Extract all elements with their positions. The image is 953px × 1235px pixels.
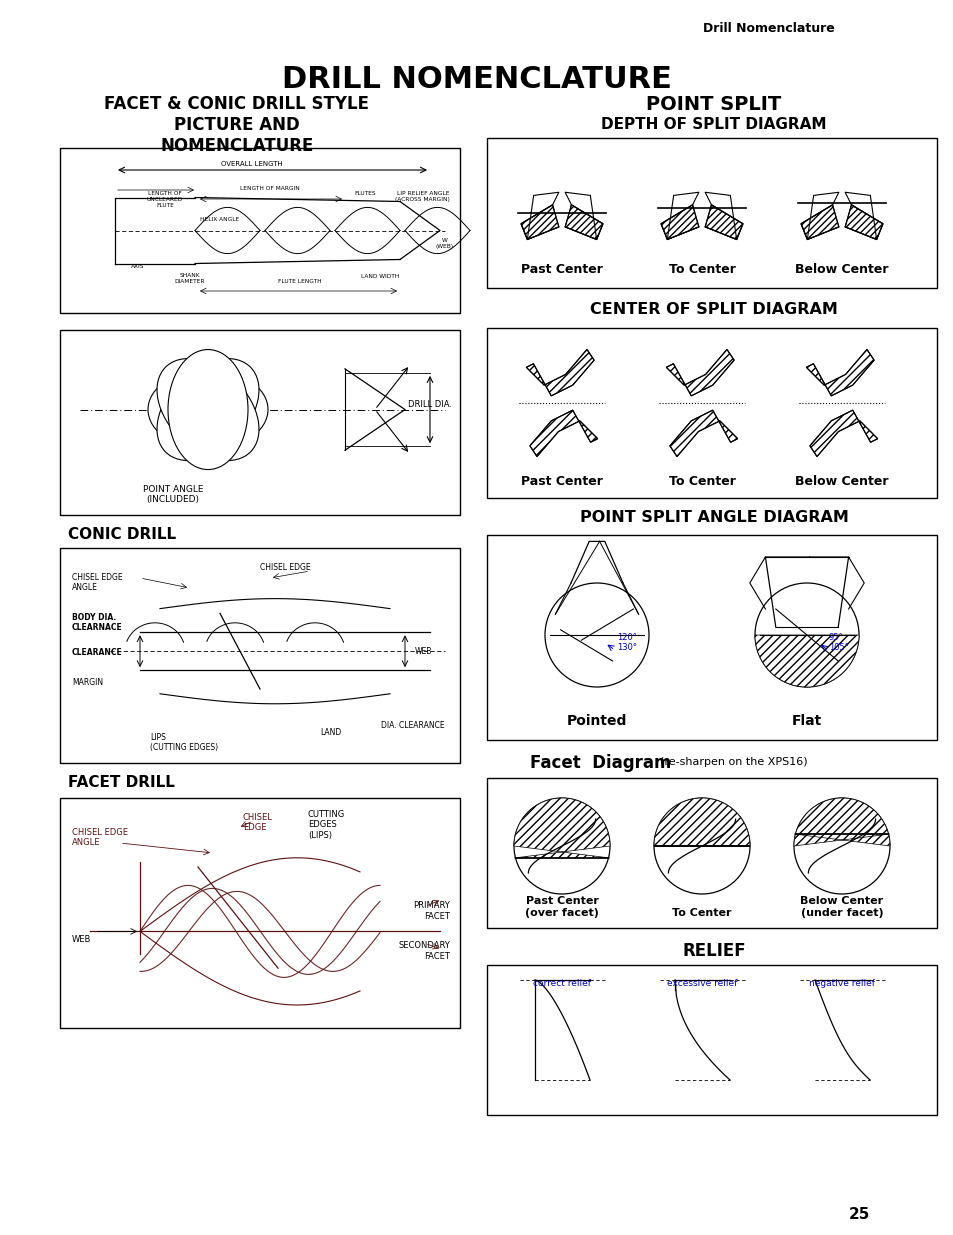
Text: FLUTES: FLUTES	[354, 191, 375, 196]
Polygon shape	[809, 410, 877, 457]
Text: CHISEL EDGE
ANGLE: CHISEL EDGE ANGLE	[71, 573, 123, 593]
Text: Facet  Diagram: Facet Diagram	[530, 755, 671, 772]
Polygon shape	[660, 205, 699, 240]
Text: (re-sharpen on the XPS16): (re-sharpen on the XPS16)	[659, 757, 807, 767]
Text: CONIC DRILL: CONIC DRILL	[68, 527, 176, 542]
Circle shape	[514, 798, 609, 894]
Bar	[60, 548, 459, 763]
Polygon shape	[844, 205, 882, 240]
Bar	[486, 535, 936, 740]
Text: OVERALL LENGTH: OVERALL LENGTH	[221, 161, 283, 167]
Text: Past Center: Past Center	[520, 263, 602, 275]
Text: DIA. CLEARANCE: DIA. CLEARANCE	[381, 721, 444, 730]
Text: FACET DRILL: FACET DRILL	[68, 776, 174, 790]
Text: Pointed: Pointed	[566, 714, 626, 727]
Ellipse shape	[157, 358, 258, 461]
Text: WEB: WEB	[71, 935, 91, 944]
Text: To Center: To Center	[668, 475, 735, 488]
Ellipse shape	[157, 358, 258, 461]
Text: RELIEF: RELIEF	[681, 942, 745, 960]
Text: CHISEL EDGE
ANGLE: CHISEL EDGE ANGLE	[71, 827, 128, 847]
Polygon shape	[805, 350, 873, 396]
Text: CHISEL EDGE: CHISEL EDGE	[260, 563, 311, 572]
Text: Below Center: Below Center	[795, 263, 888, 275]
Ellipse shape	[148, 369, 268, 450]
Text: excessive relief: excessive relief	[666, 979, 737, 988]
Polygon shape	[526, 350, 594, 396]
Text: DRILL DIA.: DRILL DIA.	[408, 400, 452, 409]
Polygon shape	[564, 205, 602, 240]
Text: LENGTH OF
UNCLEARED
FLUTE: LENGTH OF UNCLEARED FLUTE	[147, 191, 183, 207]
Text: Below Center: Below Center	[795, 475, 888, 488]
Text: HELIX ANGLE: HELIX ANGLE	[200, 217, 239, 222]
Polygon shape	[704, 205, 742, 240]
Bar	[60, 798, 459, 1028]
Text: DEPTH OF SPLIT DIAGRAM: DEPTH OF SPLIT DIAGRAM	[600, 117, 826, 132]
Polygon shape	[801, 205, 838, 240]
Text: Past Center: Past Center	[520, 475, 602, 488]
Polygon shape	[669, 410, 737, 457]
Text: WEB: WEB	[415, 647, 432, 656]
Circle shape	[544, 583, 648, 687]
Text: SHANK
DIAMETER: SHANK DIAMETER	[174, 273, 205, 284]
Text: LAND: LAND	[319, 727, 341, 737]
Text: POINT SPLIT ANGLE DIAGRAM: POINT SPLIT ANGLE DIAGRAM	[579, 510, 847, 525]
Text: W
(WEB): W (WEB)	[436, 238, 454, 249]
Polygon shape	[654, 798, 749, 846]
Text: 95°
105°: 95° 105°	[828, 632, 848, 652]
Text: correct relief: correct relief	[533, 979, 590, 988]
Text: CENTER OF SPLIT DIAGRAM: CENTER OF SPLIT DIAGRAM	[590, 303, 837, 317]
Text: negative relief: negative relief	[808, 979, 874, 988]
Polygon shape	[514, 798, 609, 858]
Text: 120°
130°: 120° 130°	[617, 632, 637, 652]
Polygon shape	[793, 798, 889, 846]
Circle shape	[654, 798, 749, 894]
Text: SECONDARY
FACET: SECONDARY FACET	[397, 941, 450, 961]
Text: CHISEL
EDGE: CHISEL EDGE	[243, 813, 273, 832]
Text: CLEARANCE: CLEARANCE	[71, 648, 123, 657]
Text: PRIMARY
FACET: PRIMARY FACET	[413, 902, 450, 921]
Circle shape	[754, 583, 858, 687]
Polygon shape	[520, 205, 558, 240]
Wedge shape	[754, 635, 858, 687]
Text: 25: 25	[848, 1207, 869, 1221]
Text: DRILL NOMENCLATURE: DRILL NOMENCLATURE	[282, 65, 671, 94]
Text: BODY DIA.
CLEARNACE: BODY DIA. CLEARNACE	[71, 613, 123, 632]
Text: FACET & CONIC DRILL STYLE
PICTURE AND
NOMENCLATURE: FACET & CONIC DRILL STYLE PICTURE AND NO…	[105, 95, 369, 154]
Text: Drill Nomenclature: Drill Nomenclature	[702, 22, 834, 35]
Text: CUTTING
EDGES
(LIPS): CUTTING EDGES (LIPS)	[308, 810, 345, 840]
Text: LENGTH OF MARGIN: LENGTH OF MARGIN	[240, 186, 299, 191]
Text: POINT SPLIT: POINT SPLIT	[646, 95, 781, 114]
Bar	[486, 965, 936, 1115]
Bar	[60, 330, 459, 515]
Circle shape	[793, 798, 889, 894]
Text: To Center: To Center	[672, 908, 731, 918]
Text: LIPS
(CUTTING EDGES): LIPS (CUTTING EDGES)	[150, 734, 218, 752]
Text: Below Center
(under facet): Below Center (under facet)	[800, 897, 882, 918]
Bar	[60, 148, 459, 312]
Text: AXIS: AXIS	[132, 264, 145, 269]
Polygon shape	[665, 350, 734, 396]
Bar	[486, 138, 936, 288]
Text: LAND WIDTH: LAND WIDTH	[360, 274, 398, 279]
Text: Past Center
(over facet): Past Center (over facet)	[524, 897, 598, 918]
Bar	[486, 329, 936, 498]
Text: Flat: Flat	[791, 714, 821, 727]
Polygon shape	[529, 410, 598, 457]
Text: LIP RELIEF ANGLE
(ACROSS MARGIN): LIP RELIEF ANGLE (ACROSS MARGIN)	[395, 191, 450, 201]
Bar	[486, 778, 936, 927]
Text: MARGIN: MARGIN	[71, 678, 103, 687]
Ellipse shape	[168, 350, 248, 469]
Text: To Center: To Center	[668, 263, 735, 275]
Text: POINT ANGLE
(INCLUDED): POINT ANGLE (INCLUDED)	[143, 485, 203, 504]
Text: FLUTE LENGTH: FLUTE LENGTH	[278, 279, 321, 284]
